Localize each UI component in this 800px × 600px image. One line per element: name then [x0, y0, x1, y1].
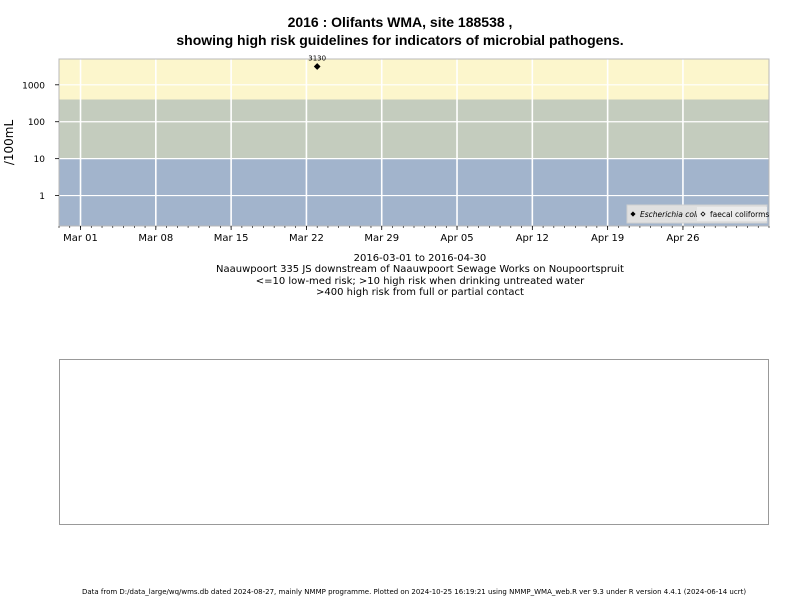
y-tick-label: 1 — [39, 192, 45, 202]
site-description: Naauwpoort 335 JS downstream of Naauwpoo… — [216, 264, 624, 275]
y-tick-label: 100 — [28, 118, 45, 128]
risk-band-2 — [59, 59, 769, 100]
y-axis-label: /100mL — [2, 120, 16, 166]
legend-entry-bg — [697, 207, 767, 221]
risk-band-1 — [59, 99, 769, 159]
x-tick-label: Apr 05 — [440, 233, 473, 244]
legend-label-faecal-coliforms: faecal coliforms — [710, 210, 769, 219]
chart-subtitle: showing high risk guidelines for indicat… — [176, 32, 624, 48]
risk-note-contact: >400 high risk from full or partial cont… — [316, 287, 524, 298]
x-axis-label: 2016-03-01 to 2016-04-30 — [353, 253, 487, 264]
risk-note-drinking: <=10 low-med risk; >10 high risk when dr… — [255, 276, 585, 287]
x-tick-label: Apr 12 — [516, 233, 549, 244]
x-tick-label: Mar 22 — [289, 233, 324, 244]
x-tick-label: Mar 08 — [138, 233, 173, 244]
legend-label-e-coli: Escherichia coli — [640, 210, 699, 219]
data-point — [313, 63, 321, 70]
x-tick-label: Mar 15 — [214, 233, 249, 244]
x-tick-label: Mar 29 — [364, 233, 399, 244]
y-tick-label: 10 — [34, 155, 46, 165]
footer-note: Data from D:/data_large/wq/wms.db dated … — [81, 588, 747, 596]
empty-plot-panel — [59, 359, 769, 525]
chart-title: 2016 : Olifants WMA, site 188538 , — [287, 14, 513, 30]
data-label: 3130 — [308, 55, 326, 63]
x-tick-label: Apr 19 — [591, 233, 624, 244]
x-tick-label: Apr 26 — [666, 233, 699, 244]
legend-marker-faecal-coliforms — [700, 211, 706, 217]
x-tick-label: Mar 01 — [63, 233, 98, 244]
y-tick-label: 1000 — [22, 81, 45, 91]
legend-marker-e-coli — [630, 211, 636, 217]
